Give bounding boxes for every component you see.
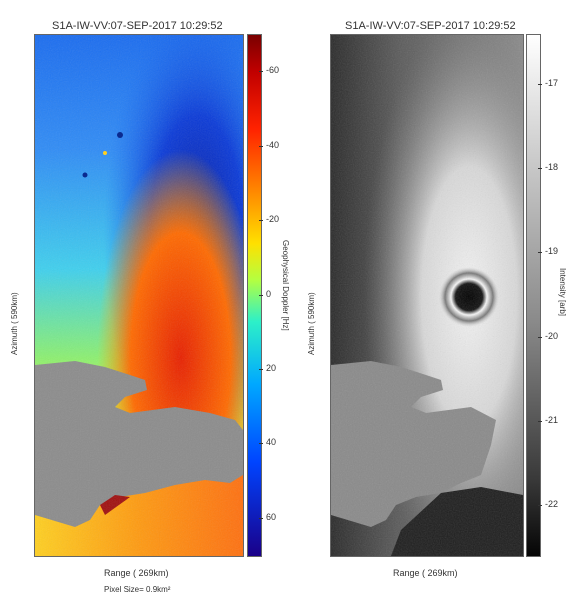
colorbar-tick-mark xyxy=(538,336,542,338)
intensity-colorbar-label: Intensity [arb] xyxy=(558,268,567,317)
colorbar-tick-mark xyxy=(538,84,542,86)
pixel-size-label: Pixel Size= 0.9km² xyxy=(104,585,171,594)
colorbar-tick-label: 60 xyxy=(266,511,277,522)
colorbar-tick-mark xyxy=(538,504,542,506)
intensity-image xyxy=(330,34,524,557)
colorbar-tick-mark xyxy=(259,71,263,73)
colorbar-tick-mark xyxy=(259,294,263,296)
right-panel-title: S1A-IW-VV:07-SEP-2017 10:29:52 xyxy=(345,20,516,32)
colorbar-tick-mark xyxy=(259,517,263,519)
colorbar-tick-label: -19 xyxy=(545,246,559,257)
doppler-image xyxy=(34,34,244,557)
colorbar-tick-label: 20 xyxy=(266,362,277,373)
left-azimuth-label: Azimuth ( 590km) xyxy=(10,292,19,355)
colorbar-tick-label: -17 xyxy=(545,78,559,89)
right-range-label: Range ( 269km) xyxy=(393,568,458,578)
left-range-label: Range ( 269km) xyxy=(104,568,169,578)
doppler-colorbar xyxy=(247,34,262,557)
colorbar-tick-mark xyxy=(538,168,542,170)
colorbar-tick-label: -18 xyxy=(545,162,559,173)
colorbar-tick-mark xyxy=(259,145,263,147)
colorbar-tick-mark xyxy=(259,443,263,445)
colorbar-tick-label: -20 xyxy=(545,330,559,341)
colorbar-tick-mark xyxy=(259,220,263,222)
colorbar-tick-label: -20 xyxy=(266,214,280,225)
colorbar-tick-mark xyxy=(538,252,542,254)
colorbar-tick-label: -21 xyxy=(545,414,559,425)
doppler-colorbar-label: Geophysical Doppler [Hz] xyxy=(281,240,290,331)
colorbar-tick-mark xyxy=(259,368,263,370)
intensity-colorbar xyxy=(526,34,541,557)
colorbar-tick-mark xyxy=(538,420,542,422)
colorbar-tick-label: -22 xyxy=(545,498,559,509)
colorbar-tick-label: -40 xyxy=(266,139,280,150)
colorbar-tick-label: -60 xyxy=(266,65,280,76)
right-azimuth-label: Azimuth ( 590km) xyxy=(307,292,316,355)
left-panel-title: S1A-IW-VV:07-SEP-2017 10:29:52 xyxy=(52,20,223,32)
colorbar-tick-label: 0 xyxy=(266,288,272,299)
colorbar-tick-label: 40 xyxy=(266,437,277,448)
